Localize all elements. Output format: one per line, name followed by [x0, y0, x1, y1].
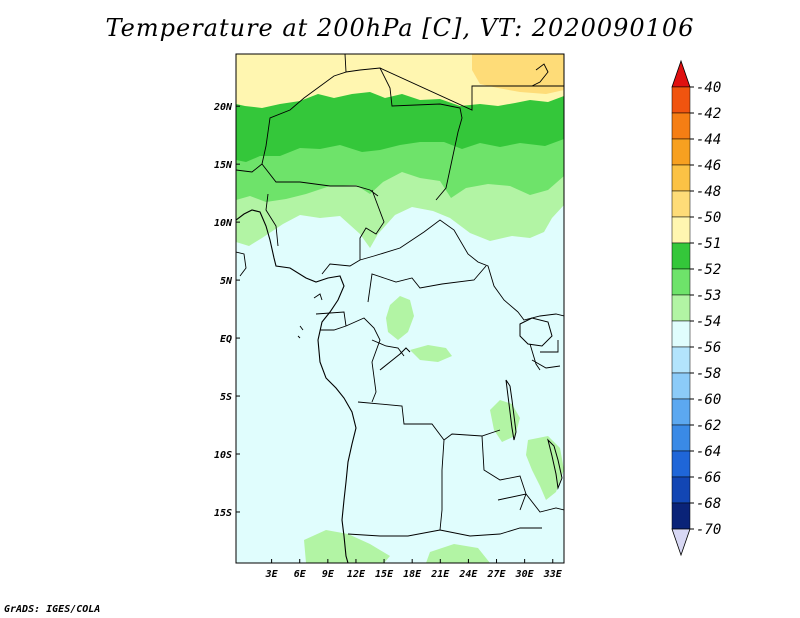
colorbar-segment [671, 164, 691, 192]
longitude-axis: 3E 6E 9E 12E 15E 18E 21E 24E 27E 30E 33E [265, 559, 563, 580]
colorbar-label: -62 [696, 418, 721, 434]
colorbar-top-arrow [671, 59, 691, 88]
colorbar-segment [671, 424, 691, 452]
lon-tick-label: 12E [347, 569, 366, 580]
lat-tick-label: 10N [214, 218, 233, 229]
colorbar-label: -44 [696, 132, 721, 148]
lon-tick-label: 15E [375, 569, 394, 580]
coastline [236, 209, 357, 563]
latitude-axis: 20N 15N 10N 5N EQ 5S 10S 15S [213, 102, 240, 519]
lake-malawi [547, 438, 563, 490]
lon-tick-label: 9E [322, 569, 335, 580]
colorbar-bottom-arrow [671, 528, 691, 557]
grads-credit: GrADS: IGES/COLA [4, 604, 101, 615]
map-frame [235, 53, 565, 564]
lat-tick-label: 5N [220, 276, 233, 287]
colorbar-label: -42 [696, 106, 721, 122]
lon-tick-label: 27E [486, 569, 506, 580]
lat-tick-label: 10S [214, 450, 232, 461]
patch-central-2 [410, 345, 452, 362]
lat-tick-label: 15S [214, 508, 232, 519]
colorbar-segment [671, 112, 691, 140]
patch-southeast [526, 436, 564, 500]
lon-tick-label: 30E [515, 569, 535, 580]
colorbar-label: -52 [696, 262, 721, 278]
colorbar-label: -60 [696, 392, 721, 408]
colorbar-label: -54 [696, 314, 721, 330]
colorbar-label: -64 [696, 444, 721, 460]
colorbar-segment [671, 190, 691, 218]
lat-tick-label: 15N [214, 160, 233, 171]
colorbar-segment [671, 320, 691, 348]
lon-tick-label: 24E [458, 569, 478, 580]
colorbar-label: -46 [696, 158, 721, 174]
colorbar-segment [671, 450, 691, 478]
colorbar-segment [671, 398, 691, 426]
lon-tick-label: 3E [265, 569, 279, 580]
colorbar-segment [671, 216, 691, 244]
lake-victoria [519, 317, 553, 347]
colorbar-segment [671, 294, 691, 322]
colorbar-label: -66 [696, 470, 721, 486]
patch-central-1 [386, 296, 414, 340]
patch-south-1 [304, 530, 390, 563]
colorbar-segment [671, 346, 691, 374]
colorbar-segment [671, 372, 691, 400]
map-panel [236, 54, 564, 563]
colorbar-label: -50 [696, 210, 721, 226]
colorbar-segment [671, 242, 691, 270]
lat-tick-label: 5S [220, 392, 232, 403]
country-borders [236, 54, 564, 537]
colorbar-segment [671, 268, 691, 296]
lon-tick-label: 21E [430, 569, 450, 580]
colorbar-label: -56 [696, 340, 721, 356]
colorbar-segment [671, 86, 691, 114]
band-fill-48-to-50 [472, 54, 564, 94]
colorbar-label: -70 [696, 522, 721, 538]
colorbar-label: -48 [696, 184, 721, 200]
colorbar-label: -51 [696, 236, 721, 252]
lon-tick-label: 18E [403, 569, 422, 580]
colorbar-label: -40 [696, 80, 721, 96]
map-title: Temperature at 200hPa [C], VT: 202009010… [105, 14, 695, 42]
colorbar-segment [671, 138, 691, 166]
lon-tick-label: 33E [543, 569, 563, 580]
lat-tick-label: EQ [220, 334, 232, 345]
coast-islands [297, 63, 549, 339]
river-congo [379, 347, 411, 371]
colorbar-label: -58 [696, 366, 721, 382]
colorbar-segment [671, 502, 691, 530]
colorbar-label: -53 [696, 288, 721, 304]
colorbar-label: -68 [696, 496, 721, 512]
lake-tanganyika [505, 379, 517, 441]
patch-south-2 [426, 544, 490, 563]
colorbar-segment [671, 476, 691, 504]
lat-tick-label: 20N [213, 102, 233, 113]
colorbar: -40 -42 -44 -46 -48 -50 -51 -52 -53 -54 -56 -58 -60 -… [671, 59, 721, 557]
lon-tick-label: 6E [294, 569, 307, 580]
